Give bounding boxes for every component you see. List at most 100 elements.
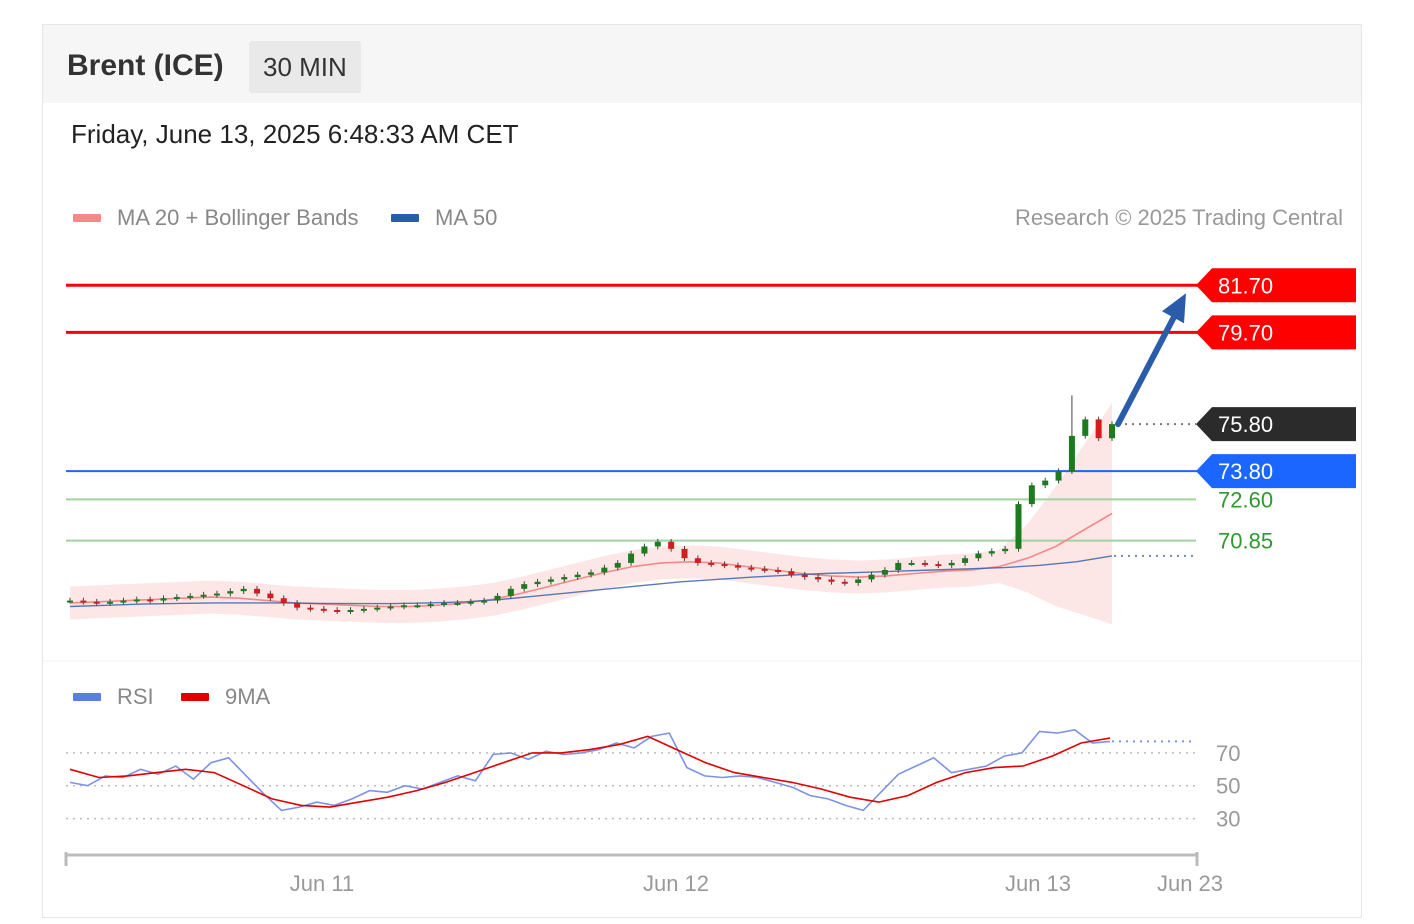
candle-body — [975, 553, 982, 559]
candle-body — [734, 565, 741, 568]
time-axis-label: Jun 23 — [1157, 871, 1223, 896]
rsi-9ma-line — [69, 735, 1111, 808]
candle-body — [227, 591, 234, 594]
candle-body — [187, 595, 194, 598]
candle-body — [454, 602, 461, 605]
price-levels — [66, 283, 1200, 557]
rsi-line — [69, 729, 1111, 812]
candle-body — [147, 599, 154, 602]
candle-body — [775, 570, 782, 572]
legend-rsi: RSI — [73, 684, 154, 710]
candle-body — [67, 600, 73, 603]
card-header: Brent (ICE) 30 MIN — [43, 25, 1361, 103]
instrument-title: Brent (ICE) — [67, 49, 224, 82]
candle-body — [668, 541, 675, 549]
candle-body — [107, 601, 114, 604]
candle-body — [547, 579, 554, 582]
candle-body — [481, 600, 488, 603]
candle-body — [721, 564, 728, 567]
candle-body — [494, 595, 501, 601]
candle-body — [467, 601, 474, 604]
legend-ma20-swatch — [73, 214, 101, 222]
candle-body — [908, 562, 915, 565]
candle-body — [601, 567, 608, 573]
legend-ma20: MA 20 + Bollinger Bands — [73, 205, 359, 231]
candle-body — [173, 597, 180, 600]
candle-body — [120, 600, 127, 603]
candle-body — [962, 558, 969, 563]
candle-body — [360, 608, 367, 611]
time-axis-label: Jun 13 — [1005, 871, 1071, 896]
candle-body — [681, 548, 688, 559]
legend-9ma: 9MA — [181, 684, 270, 710]
candle-body — [614, 562, 621, 568]
time-axis-label: Jun 11 — [290, 871, 354, 896]
candle-body — [1028, 485, 1035, 505]
forecast-arrow-head — [1162, 293, 1186, 324]
legend-rsi-swatch — [73, 693, 101, 701]
candle-body — [387, 606, 394, 609]
candle-body — [895, 562, 902, 570]
candle-body — [507, 588, 514, 596]
legend-ma50: MA 50 — [391, 205, 497, 231]
candle-body — [200, 594, 207, 597]
candle-body — [628, 553, 635, 563]
price-tag-pivot — [1196, 454, 1356, 489]
timeframe-badge[interactable]: 30 MIN — [249, 41, 361, 93]
legend-ma50-label: MA 50 — [435, 205, 498, 230]
forecast-arrow-shaft — [1115, 306, 1181, 428]
price-tag-resistance1 — [1196, 315, 1356, 350]
price-tag-label-last: 75.80 — [1218, 412, 1273, 437]
candle-body — [855, 579, 862, 583]
legend-9ma-label: 9MA — [225, 684, 271, 709]
candle-body — [1015, 504, 1022, 549]
candle-body — [307, 607, 314, 610]
candle-body — [414, 605, 421, 608]
level-label-support1: 72.60 — [1218, 487, 1273, 512]
price-tag-label-resistance1: 79.70 — [1218, 320, 1273, 345]
candle-body — [574, 574, 581, 578]
rsi-tick-label-30: 30 — [1216, 807, 1240, 832]
candle-body — [1095, 419, 1102, 439]
candle-body — [801, 574, 808, 578]
price-tags: 81.70 79.70 75.80 73.80 72.60 70.85 — [1196, 268, 1356, 554]
rsi-tick-label-50: 50 — [1216, 774, 1240, 799]
ma50-line — [69, 555, 1113, 608]
candlesticks — [67, 395, 1115, 614]
forecast-arrow — [1115, 293, 1186, 428]
rsi-panel: 30 50 70 — [66, 729, 1240, 832]
candle-body — [400, 605, 407, 608]
candle-body — [294, 602, 301, 608]
candle-body — [868, 574, 875, 580]
price-tag-label-pivot: 73.80 — [1218, 459, 1273, 484]
candle-body — [748, 567, 755, 570]
candle-body — [1109, 424, 1115, 439]
level-label-support2: 70.85 — [1218, 529, 1273, 554]
candle-body — [93, 601, 100, 604]
candle-body — [133, 599, 140, 602]
candle-body — [280, 598, 287, 603]
candle-body — [828, 579, 835, 582]
price-tag-last — [1196, 407, 1356, 442]
candle-body — [160, 598, 167, 601]
candle-body — [240, 588, 247, 592]
candle-body — [534, 581, 541, 585]
time-axis: Jun 11 Jun 12 Jun 13 Jun 23 — [64, 852, 1223, 896]
legend-9ma-swatch — [181, 693, 209, 701]
candle-body — [1042, 480, 1049, 486]
candle-body — [347, 610, 354, 612]
candle-body — [815, 577, 822, 580]
candle-body — [921, 562, 928, 565]
candle-body — [1002, 548, 1009, 552]
candle-body — [1055, 471, 1062, 481]
candle-body — [320, 608, 327, 611]
timestamp: Friday, June 13, 2025 6:48:33 AM CET — [71, 119, 519, 149]
candle-body — [254, 588, 261, 594]
candle-body — [841, 581, 848, 584]
candle-body — [935, 564, 942, 567]
candle-body — [1082, 419, 1089, 436]
candle-body — [427, 604, 434, 607]
candle-body — [641, 546, 648, 554]
candle-body — [694, 558, 701, 563]
